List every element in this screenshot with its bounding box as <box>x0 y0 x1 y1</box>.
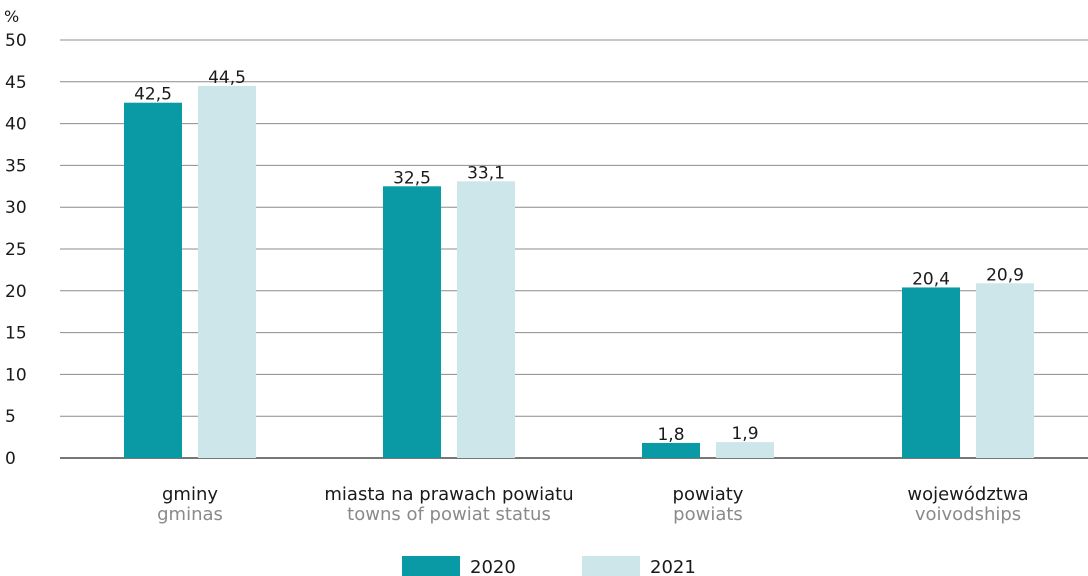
category-label: miasta na prawach powiatu <box>324 484 573 505</box>
bar <box>902 287 960 458</box>
bar <box>383 186 441 459</box>
y-tick-label: 45 <box>5 73 27 93</box>
legend-swatch <box>582 556 640 576</box>
bar <box>976 283 1034 458</box>
legend: 2020 2021 <box>402 556 696 576</box>
data-label: 32,5 <box>393 168 431 188</box>
data-label: 20,9 <box>986 265 1024 285</box>
y-tick-label: 15 <box>5 324 27 344</box>
y-tick-label: 0 <box>5 449 16 469</box>
y-tick-label: 20 <box>5 282 27 302</box>
y-tick-label: 25 <box>5 240 27 260</box>
category-label-en: voivodships <box>915 504 1021 525</box>
bar <box>716 442 774 458</box>
data-labels: 42,5 44,5 32,5 33,1 1,8 1,9 20,4 20,9 <box>134 68 1024 445</box>
y-axis: % 0 5 10 15 20 25 30 35 40 45 50 <box>4 7 27 469</box>
legend-label: 2020 <box>470 557 516 576</box>
bar <box>457 181 515 458</box>
legend-label: 2021 <box>650 557 696 576</box>
bars <box>124 85 1034 459</box>
y-tick-label: 30 <box>5 198 27 218</box>
data-label: 44,5 <box>208 68 246 88</box>
y-tick-label: 5 <box>5 407 16 427</box>
category-label-en: towns of powiat status <box>347 504 551 525</box>
legend-swatch <box>402 556 460 576</box>
y-axis-unit: % <box>4 7 19 26</box>
data-label: 1,8 <box>657 425 684 445</box>
y-tick-label: 35 <box>5 156 27 176</box>
data-label: 33,1 <box>467 163 505 183</box>
y-tick-label: 50 <box>5 31 27 51</box>
category-label-en: gminas <box>157 504 223 525</box>
y-tick-label: 40 <box>5 115 27 135</box>
data-label: 1,9 <box>731 424 758 444</box>
bar <box>642 442 700 458</box>
data-label: 42,5 <box>134 85 172 105</box>
category-label-en: powiats <box>673 504 743 525</box>
category-label: województwa <box>907 484 1028 505</box>
bar <box>124 102 182 458</box>
y-tick-label: 10 <box>5 365 27 385</box>
category-label: powiaty <box>673 484 744 505</box>
category-label: gminy <box>162 484 218 505</box>
bar <box>198 85 256 458</box>
data-label: 20,4 <box>912 269 950 289</box>
